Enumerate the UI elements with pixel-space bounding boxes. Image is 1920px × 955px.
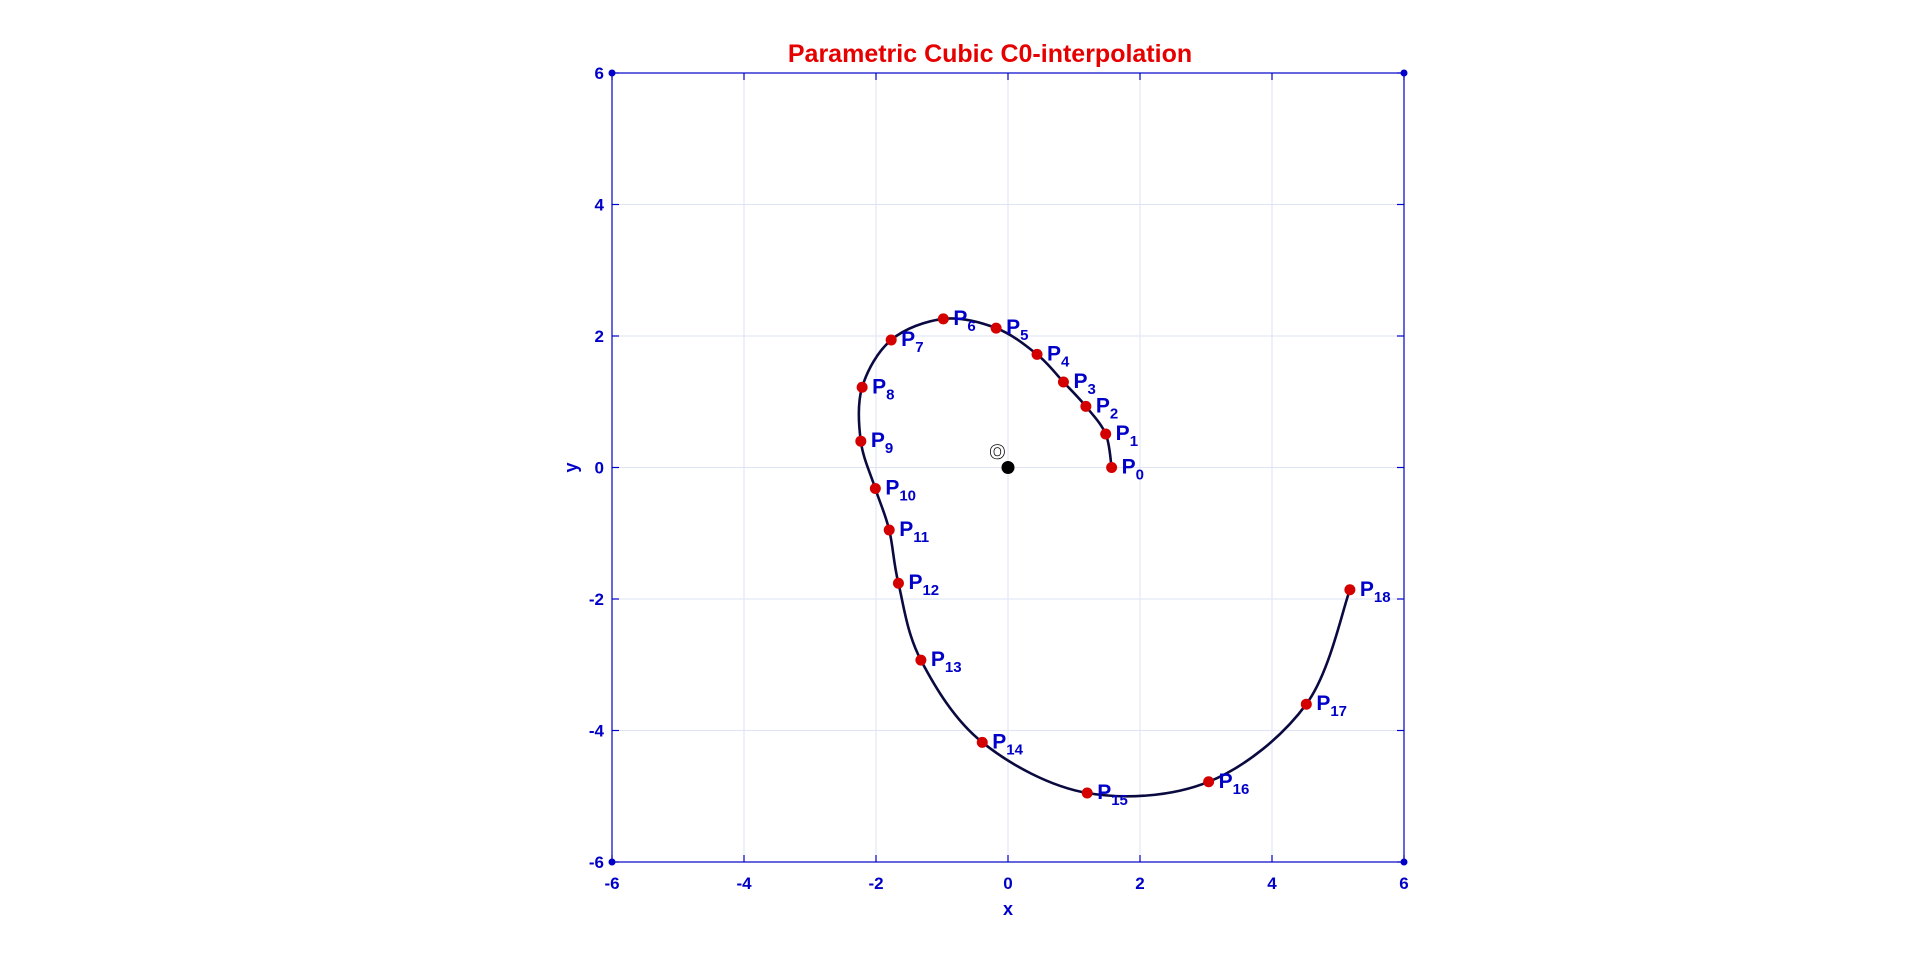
- origin-point: [1001, 461, 1015, 474]
- origin-marker: O: [989, 442, 1015, 474]
- control-point: [1080, 400, 1092, 412]
- control-point: [937, 313, 949, 325]
- control-point-label: P5: [1006, 316, 1028, 344]
- origin-label: O: [990, 443, 1005, 464]
- control-point-label: P2: [1096, 394, 1118, 422]
- axes-corner-dot: [1400, 858, 1408, 866]
- control-point-label: P12: [908, 571, 939, 599]
- control-point: [915, 654, 927, 666]
- control-point: [1344, 584, 1356, 596]
- control-point: [1057, 376, 1069, 388]
- control-point: [976, 736, 988, 748]
- y-tick-label: 0: [595, 459, 604, 478]
- y-tick-label: -2: [589, 590, 604, 609]
- control-point: [990, 322, 1002, 334]
- axes-corner-dot: [608, 858, 616, 866]
- control-point-label: P13: [931, 648, 962, 676]
- control-point: [1031, 348, 1043, 360]
- control-point: [1081, 787, 1093, 799]
- control-point-label: P18: [1360, 578, 1391, 606]
- control-point: [869, 483, 881, 495]
- control-point: [856, 381, 868, 393]
- control-point-label: P6: [953, 307, 975, 335]
- x-tick-label: -2: [868, 874, 883, 893]
- chart-title: Parametric Cubic C0-interpolation: [788, 40, 1192, 68]
- axis-ticks: -6 -4 -2 0 2 4 6 -6 -4 -2 0 2 4 6: [589, 64, 1409, 893]
- control-point-label: P7: [901, 328, 923, 356]
- control-point-label: P17: [1316, 692, 1347, 720]
- axes-corner-dot: [1400, 69, 1408, 77]
- x-axis-label: x: [1003, 899, 1013, 919]
- y-tick-label: -6: [589, 853, 604, 872]
- x-tick-label: -6: [604, 874, 619, 893]
- x-tick-label: 0: [1003, 874, 1012, 893]
- control-point: [1300, 698, 1312, 710]
- control-point: [885, 334, 897, 346]
- control-point-label: P14: [992, 730, 1023, 758]
- control-point: [892, 577, 904, 589]
- control-point: [1100, 428, 1112, 440]
- x-tick-label: 6: [1399, 874, 1408, 893]
- control-point: [855, 435, 867, 447]
- y-tick-label: -4: [589, 722, 605, 741]
- y-tick-label: 4: [595, 196, 605, 215]
- control-point-label: P8: [872, 375, 894, 403]
- control-point: [1203, 776, 1215, 788]
- control-point-label: P9: [871, 429, 893, 457]
- interpolation-curve: [857, 317, 1352, 798]
- control-point-label: P10: [885, 477, 916, 505]
- control-point-label: P16: [1219, 770, 1250, 798]
- y-tick-label: 2: [595, 327, 604, 346]
- control-point: [1106, 462, 1118, 473]
- control-point-label: P4: [1047, 342, 1070, 370]
- control-point-label: P3: [1073, 370, 1095, 398]
- x-tick-label: 4: [1267, 874, 1277, 893]
- control-point-label: P15: [1097, 781, 1128, 809]
- x-tick-label: 2: [1135, 874, 1144, 893]
- x-tick-label: -4: [736, 874, 752, 893]
- axes-corner-dot: [608, 69, 616, 77]
- y-tick-label: 6: [595, 64, 604, 83]
- y-axis-label: y: [561, 462, 581, 472]
- control-point-label: P1: [1116, 422, 1138, 450]
- control-point-label: P0: [1122, 456, 1144, 484]
- control-point: [883, 524, 895, 536]
- control-point-label: P11: [899, 518, 929, 546]
